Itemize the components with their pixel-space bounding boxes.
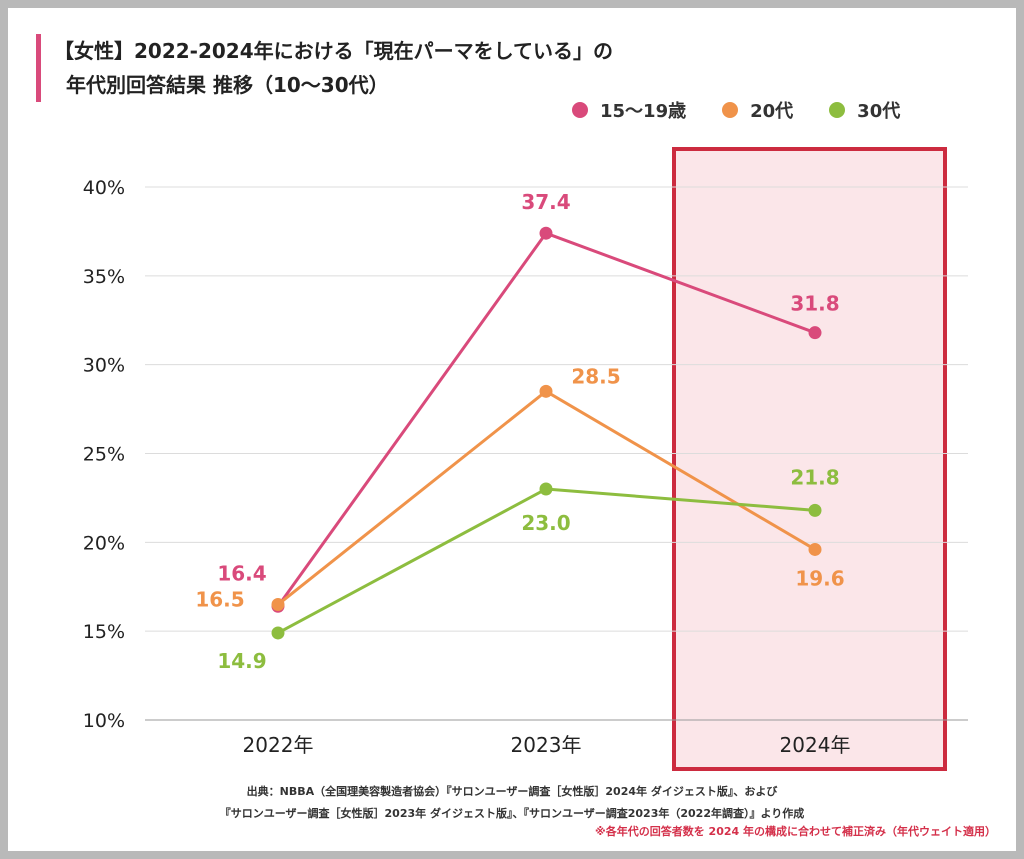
chart-title: 【女性】2022-2024年における「現在パーマをしている」の 年代別回答結果 …	[54, 34, 613, 102]
source-line-1: 出典：NBBA（全国理美容製造者協会）『サロンユーザー調査［女性版］2024年 …	[246, 785, 778, 798]
title-accent-bar	[36, 34, 41, 102]
legend-marker-20s	[722, 102, 739, 118]
data-label-s2-0: 14.9	[217, 649, 266, 673]
legend-item-20s: 20代	[722, 97, 793, 123]
data-point-s0-1	[539, 226, 553, 240]
data-point-s0-2	[808, 326, 822, 340]
data-label-s0-2: 31.8	[790, 292, 839, 316]
legend-label-30s: 30代	[857, 101, 901, 122]
legend: 15〜19歳 20代 30代	[572, 97, 900, 123]
legend-label-15-19: 15〜19歳	[600, 101, 687, 122]
legend-marker-15-19	[572, 102, 588, 118]
x-tick-label: 2022年	[243, 733, 314, 757]
data-label-s1-2: 19.6	[795, 566, 844, 590]
x-tick-label: 2023年	[511, 733, 582, 757]
weighting-note: ※各年代の回答者数を 2024 年の構成に合わせて補正済み（年代ウェイト適用）	[595, 825, 996, 838]
data-point-s1-1	[539, 384, 553, 398]
legend-item-15-19: 15〜19歳	[572, 97, 686, 123]
y-tick-label: 35%	[83, 266, 125, 288]
x-tick-label: 2024年	[780, 733, 851, 757]
data-label-s0-1: 37.4	[521, 190, 570, 214]
data-label-s1-1: 28.5	[571, 364, 620, 388]
y-tick-label: 15%	[83, 621, 125, 643]
legend-item-30s: 30代	[829, 97, 900, 123]
y-tick-label: 30%	[83, 355, 125, 377]
data-label-s2-2: 21.8	[790, 465, 839, 489]
data-point-s2-0	[271, 626, 285, 640]
source-line-2: 『サロンユーザー調査［女性版］2023年 ダイジェスト版』、『サロンユーザー調査…	[219, 807, 805, 820]
data-label-s2-1: 23.0	[521, 511, 570, 535]
highlight-box-2024	[672, 147, 947, 771]
title-line-1: 【女性】2022-2024年における「現在パーマをしている」の	[54, 39, 614, 63]
y-tick-label: 25%	[83, 444, 125, 466]
data-label-s0-0: 16.4	[217, 561, 266, 585]
data-point-s1-2	[808, 542, 822, 556]
data-point-s2-2	[808, 503, 822, 517]
y-tick-label: 20%	[83, 532, 125, 554]
y-tick-label: 40%	[83, 177, 125, 199]
legend-label-20s: 20代	[750, 101, 794, 122]
data-point-s2-1	[539, 482, 553, 496]
data-point-s1-0	[271, 598, 285, 612]
data-label-s1-0: 16.5	[195, 588, 244, 612]
title-line-2: 年代別回答結果 推移（10〜30代）	[66, 73, 389, 97]
y-tick-label: 10%	[83, 710, 125, 732]
legend-marker-30s	[829, 102, 846, 118]
